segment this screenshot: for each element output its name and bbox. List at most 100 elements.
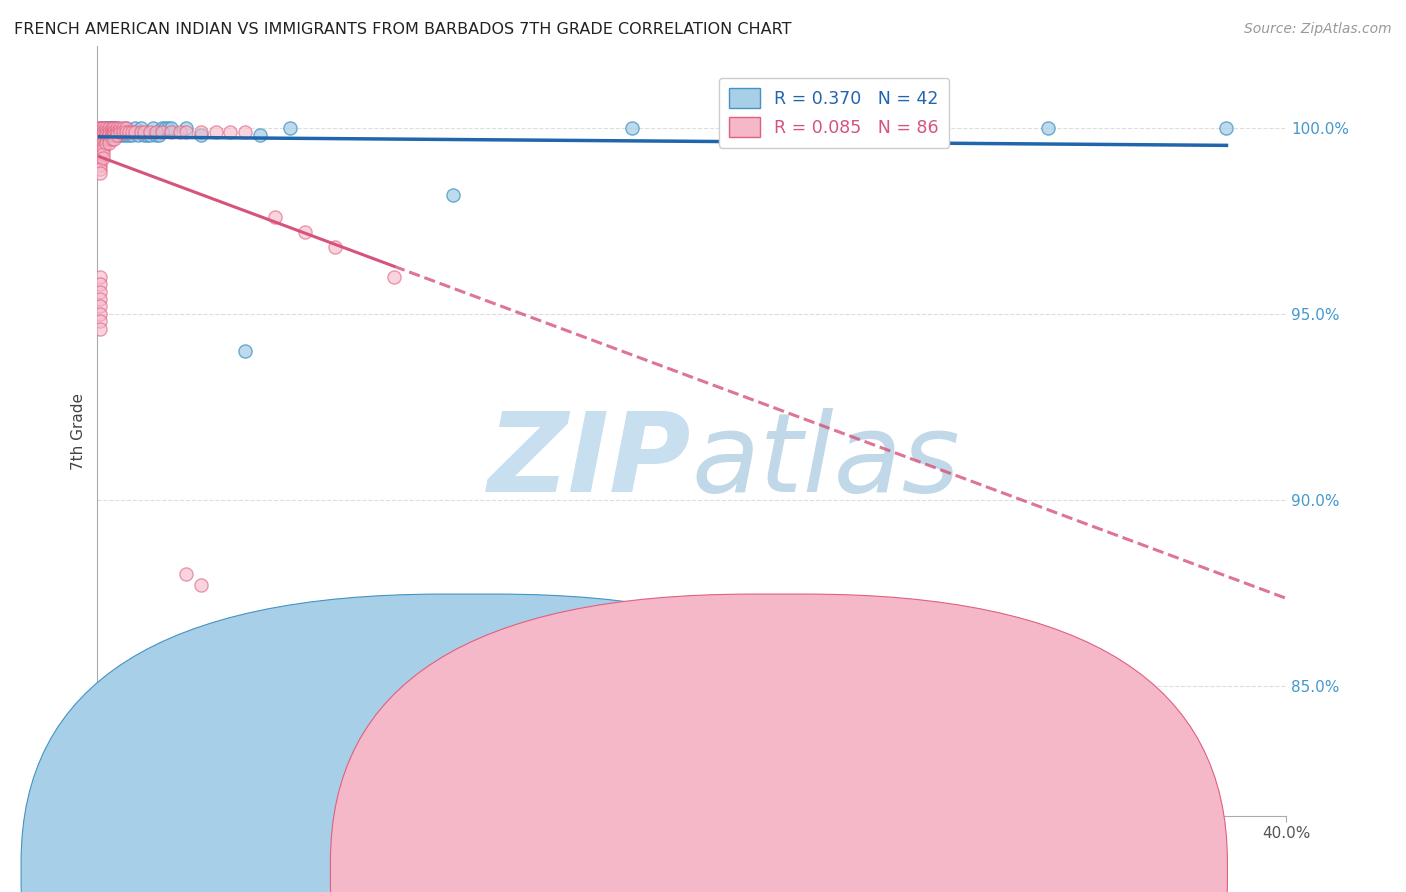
Point (110, 125, 132, 139)
Point (89, 128, 111, 143)
Point (145, 125, 167, 139)
Point (89, 154, 111, 169)
Point (91, 144, 114, 158)
Point (107, 128, 129, 143)
Point (94, 128, 117, 143)
Point (169, 125, 191, 139)
Point (129, 125, 152, 139)
Text: Immigrants from Barbados: Immigrants from Barbados (815, 865, 1021, 880)
Point (97, 128, 120, 143)
Point (103, 125, 125, 139)
Point (97, 125, 120, 139)
Point (89, 121, 111, 136)
Point (103, 121, 125, 136)
Text: atlas: atlas (692, 409, 960, 516)
Point (100, 132, 122, 146)
Point (134, 128, 156, 143)
Point (294, 225, 316, 239)
Point (97, 121, 120, 136)
Point (142, 121, 165, 136)
Point (89, 128, 111, 143)
Point (112, 121, 135, 136)
Point (89, 314, 111, 328)
Point (89, 121, 111, 136)
Point (89, 132, 111, 146)
Point (103, 121, 125, 136)
Point (127, 128, 149, 143)
Point (129, 121, 152, 136)
Point (160, 125, 183, 139)
Point (89, 161, 111, 176)
Point (97, 121, 120, 136)
Point (174, 567, 197, 582)
Point (89, 121, 111, 136)
Point (89, 322, 111, 336)
Point (94, 121, 117, 136)
Point (89, 144, 111, 158)
Point (233, 344, 256, 359)
Point (89, 285, 111, 299)
Point (94, 132, 117, 146)
Point (94, 125, 117, 139)
Point (91, 132, 114, 146)
Point (89, 136, 111, 150)
Point (110, 128, 132, 143)
Point (91, 136, 114, 150)
Point (89, 147, 111, 161)
Point (97, 132, 120, 146)
Point (89, 132, 111, 146)
Point (174, 121, 197, 136)
Point (148, 128, 170, 143)
Point (91, 147, 114, 161)
Point (91, 132, 114, 146)
Point (264, 211, 287, 225)
Point (107, 125, 129, 139)
Point (118, 128, 141, 143)
Point (150, 125, 173, 139)
Point (89, 166, 111, 180)
Point (103, 128, 125, 143)
Point (115, 128, 138, 143)
Point (107, 121, 129, 136)
Text: ZIP: ZIP (488, 409, 692, 516)
Point (103, 132, 125, 146)
Point (112, 125, 135, 139)
Point (139, 128, 162, 143)
Point (89, 136, 111, 150)
Point (89, 151, 111, 165)
Point (443, 188, 465, 202)
Point (91, 125, 114, 139)
Point (204, 125, 226, 139)
Text: French American Indians: French American Indians (506, 865, 695, 880)
Point (94, 121, 117, 136)
Point (103, 121, 125, 136)
Point (91, 121, 114, 136)
Point (620, 121, 643, 136)
Y-axis label: 7th Grade: 7th Grade (72, 392, 86, 469)
Point (1215, 121, 1237, 136)
Point (121, 125, 143, 139)
Point (278, 121, 301, 136)
Point (89, 125, 111, 139)
Point (91, 125, 114, 139)
Point (115, 121, 138, 136)
Point (115, 121, 138, 136)
Point (91, 151, 114, 165)
Point (153, 121, 176, 136)
Point (136, 128, 159, 143)
Point (382, 269, 405, 284)
Point (156, 121, 179, 136)
Point (89, 121, 111, 136)
Point (100, 125, 122, 139)
Point (94, 121, 117, 136)
Point (134, 125, 156, 139)
Point (89, 139, 111, 153)
Point (110, 121, 132, 136)
Point (100, 128, 122, 143)
Point (91, 121, 114, 136)
Point (107, 121, 129, 136)
Point (145, 128, 167, 143)
Point (89, 125, 111, 139)
Point (124, 121, 146, 136)
Point (323, 240, 346, 254)
